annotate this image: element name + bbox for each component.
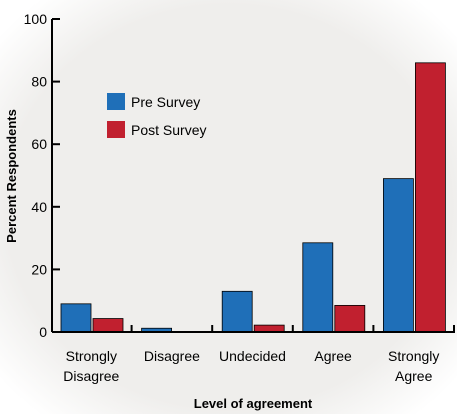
x-tick-label: Strongly [66,348,117,364]
y-axis-title: Percent Respondents [4,109,19,243]
y-tick-label: 40 [31,199,47,215]
legend-swatch-post [107,121,125,138]
y-tick-label: 60 [31,136,47,152]
legend-label-pre: Pre Survey [131,94,200,110]
legend-swatch-pre [107,93,125,110]
bar-pre-agree [302,242,334,333]
bar-post-strongly-disagree [92,318,124,333]
bar-post-agree [334,304,366,333]
x-tick-label: Undecided [219,348,286,364]
x-tick-label: Agree [314,348,352,364]
x-axis-title: Level of agreement [194,396,313,411]
y-tick-label: 100 [24,11,48,27]
y-axis-ticks: 0 20 40 60 80 100 [24,11,60,340]
y-tick-label: 0 [39,324,47,340]
x-axis-ticks: Strongly Disagree Disagree Undecided Agree St… [63,325,455,384]
y-tick-label: 20 [31,261,47,277]
legend: Pre Survey Post Survey [107,93,206,138]
bar-pre-undecided [221,290,253,333]
x-tick-label: Disagree [63,368,119,384]
x-tick-label: Strongly [388,348,439,364]
bars [60,62,446,333]
y-tick-label: 80 [31,74,47,90]
bar-pre-strongly-agree [382,178,414,333]
x-tick-label: Agree [395,368,433,384]
x-tick-label: Disagree [144,348,200,364]
bar-post-strongly-agree [414,62,446,333]
legend-label-post: Post Survey [131,122,206,138]
bar-pre-strongly-disagree [60,303,92,333]
bar-post-undecided [253,324,285,333]
